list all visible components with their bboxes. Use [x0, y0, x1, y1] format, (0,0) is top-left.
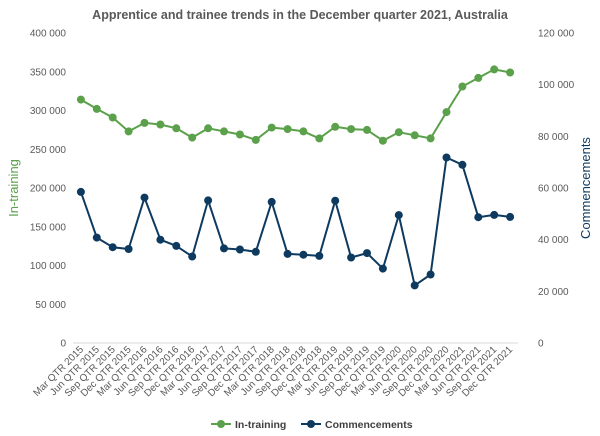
data-point [267, 197, 276, 206]
legend-label: Commencements [325, 419, 413, 431]
data-point [92, 233, 101, 242]
data-point [124, 245, 133, 253]
data-point [204, 124, 213, 133]
data-point [363, 249, 371, 258]
data-point [410, 131, 419, 140]
left-tick-label: 150 000 [30, 222, 67, 233]
data-point [251, 247, 260, 256]
data-point [283, 249, 292, 258]
data-point [140, 118, 149, 127]
left-axis-ticks: 0 50 000 100 000 150 000 200 000 250 000 300 0… [30, 29, 67, 350]
left-tick-label: 300 000 [30, 106, 67, 117]
right-tick-label: 120 000 [538, 29, 575, 40]
series-line [80, 68, 511, 142]
legend-swatch-marker [217, 420, 225, 428]
series-layer [76, 65, 515, 290]
data-point [378, 136, 387, 145]
data-point [442, 108, 451, 117]
data-point [283, 125, 292, 134]
chart-title: Apprentice and trainee trends in the Dec… [92, 8, 509, 22]
left-tick-label: 50 000 [35, 300, 66, 311]
data-point [347, 253, 356, 262]
right-tick-label: 0 [538, 339, 544, 350]
left-tick-label: 0 [60, 339, 66, 350]
data-point [490, 210, 499, 219]
legend-label: In-training [235, 419, 286, 431]
data-point [156, 120, 165, 129]
data-point [76, 187, 85, 196]
data-point [220, 244, 228, 253]
data-point [76, 95, 85, 104]
data-point [331, 122, 340, 131]
data-point [299, 250, 308, 259]
left-tick-label: 400 000 [30, 29, 67, 40]
data-point [458, 160, 467, 169]
data-point [363, 125, 371, 134]
data-point [235, 130, 244, 139]
right-tick-label: 20 000 [538, 287, 569, 298]
data-point [188, 133, 197, 142]
data-point [410, 281, 419, 290]
data-point [140, 193, 149, 202]
data-point [267, 123, 276, 132]
data-point [506, 212, 515, 221]
right-tick-label: 40 000 [538, 235, 569, 246]
data-point [394, 128, 403, 137]
data-point [426, 134, 435, 143]
right-tick-label: 80 000 [538, 132, 569, 143]
data-point [458, 82, 467, 91]
data-point [188, 252, 197, 261]
legend-item: Commencements [301, 419, 413, 431]
series-commencements [76, 153, 515, 290]
data-point [490, 65, 499, 74]
data-point [251, 135, 260, 144]
left-tick-label: 100 000 [30, 261, 67, 272]
legend-item: In-training [211, 419, 286, 431]
series-in-training [76, 65, 515, 145]
left-tick-label: 350 000 [30, 67, 67, 78]
right-tick-label: 100 000 [538, 80, 575, 91]
data-point [299, 127, 308, 136]
data-point [235, 245, 244, 254]
right-axis-ticks: 0 20 000 40 000 60 000 80 000 100 000 120 000 [538, 29, 575, 350]
data-point [506, 68, 515, 77]
data-point [474, 73, 483, 82]
right-tick-label: 60 000 [538, 184, 569, 195]
left-axis-title: In-training [6, 159, 21, 217]
data-point [426, 270, 435, 279]
data-point [315, 251, 324, 260]
data-point [315, 134, 324, 143]
data-point [204, 196, 213, 205]
right-axis-title: Commencements [578, 137, 593, 239]
data-point [394, 211, 403, 220]
left-tick-label: 200 000 [30, 184, 67, 195]
data-point [220, 127, 228, 136]
data-point [108, 113, 117, 122]
data-point [378, 264, 387, 273]
legend-swatch-marker [307, 420, 315, 428]
data-point [172, 124, 181, 133]
data-point [92, 104, 101, 113]
series-line [79, 156, 511, 287]
data-point [156, 235, 165, 244]
data-point [442, 153, 451, 162]
left-tick-label: 250 000 [30, 145, 67, 156]
data-point [474, 213, 483, 222]
data-point [331, 196, 340, 205]
data-point [124, 127, 133, 136]
legend: In-training Commencements [211, 419, 413, 431]
data-point [172, 241, 181, 250]
data-point [347, 125, 356, 134]
data-point [108, 243, 117, 252]
